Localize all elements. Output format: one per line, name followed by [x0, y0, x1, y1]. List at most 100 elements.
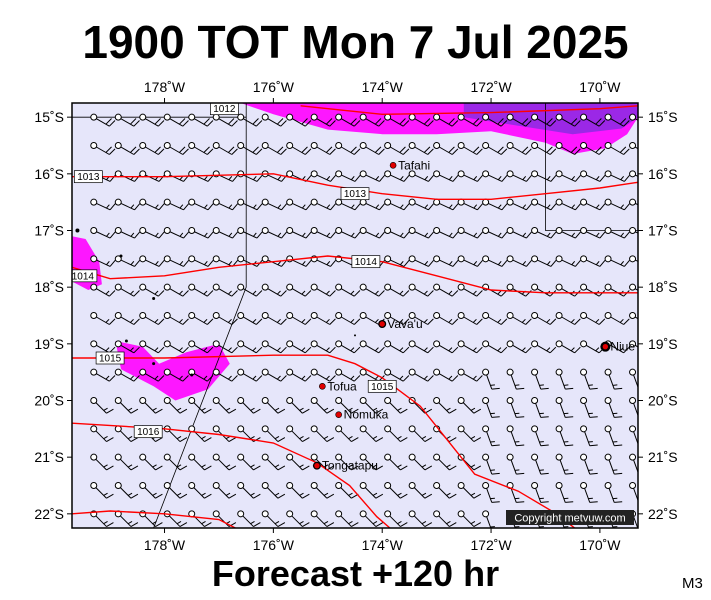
wind-barb: [359, 283, 385, 297]
island: [190, 373, 194, 377]
wind-barb: [506, 227, 532, 239]
svg-text:1014: 1014: [72, 271, 95, 282]
isobar-layer: 1012 1013 1013 1014 1014 1015 1015 1016: [72, 103, 638, 528]
wind-barb: [482, 397, 500, 418]
wind-barb: [384, 397, 408, 414]
svg-text:1015: 1015: [371, 382, 394, 393]
wind-barb: [506, 340, 532, 354]
wind-barb: [629, 482, 638, 502]
svg-text:Tongatapu: Tongatapu: [322, 459, 378, 473]
wind-barb: [433, 340, 459, 354]
wind-barb: [261, 283, 287, 297]
wind-barb: [408, 255, 434, 267]
svg-text:1015: 1015: [99, 354, 122, 365]
wind-barb: [408, 482, 433, 499]
wind-barb: [335, 510, 359, 527]
wind-barb: [139, 340, 165, 354]
wind-barb: [482, 227, 508, 239]
wind-barb: [384, 170, 410, 182]
wind-barb: [212, 113, 238, 127]
place-marker: Tongatapu: [313, 459, 378, 473]
isobar-line: [72, 422, 391, 528]
wind-barb: [580, 227, 606, 239]
wind-barb: [531, 113, 557, 127]
place-marker: Niue: [602, 340, 635, 354]
lon-tick-label-bottom: 176˚W: [253, 537, 295, 553]
wind-barb: [359, 113, 385, 127]
wind-barb: [555, 113, 581, 127]
wind-barb: [335, 425, 359, 442]
wind-barb: [457, 482, 482, 499]
wind-barb: [359, 368, 385, 382]
wind-barb: [457, 397, 482, 414]
wind-barb: [531, 312, 557, 325]
wind-barb: [482, 113, 508, 127]
wind-barb: [212, 340, 238, 354]
wind-barb: [261, 340, 287, 354]
wind-barb: [335, 142, 361, 155]
wind-barb: [188, 198, 214, 211]
wind-barb: [335, 283, 361, 297]
lat-tick-label-right: 16˚S: [648, 166, 678, 182]
wind-barb: [237, 227, 263, 239]
wind-barb: [90, 255, 116, 267]
wind-barb: [335, 198, 361, 211]
wind-barb: [261, 113, 287, 127]
wind-barb: [408, 425, 433, 442]
place-marker: Tafahi: [389, 158, 430, 172]
copyright-text: Copyright metvuw.com: [514, 513, 625, 525]
wind-barb: [433, 113, 459, 127]
lon-tick-label-top: 170˚W: [579, 79, 621, 95]
wind-barb: [114, 113, 140, 127]
lat-tick-label-left: 17˚S: [34, 223, 64, 239]
boundary-line: [153, 103, 247, 528]
wind-barb: [482, 340, 508, 354]
wind-barb: [506, 312, 532, 325]
wind-barb: [433, 283, 459, 297]
wind-barb: [506, 142, 532, 155]
wind-barb: [163, 198, 190, 211]
wind-barb: [114, 312, 140, 325]
wind-barb: [163, 340, 189, 354]
wind-barb: [310, 425, 335, 442]
lat-tick-label-left: 15˚S: [34, 109, 64, 125]
wind-barb: [212, 142, 238, 155]
place-labels: Tafahi Vava'u Niue Tofua Nomuka Tongatapu: [313, 158, 635, 473]
wind-barb: [482, 368, 500, 390]
wind-barb: [114, 227, 141, 239]
wind-barb: [359, 482, 384, 499]
wind-barb: [457, 113, 483, 127]
wind-barb: [408, 368, 434, 382]
wind-barb: [531, 397, 549, 418]
wind-barb: [531, 453, 549, 475]
wind-barb: [531, 255, 557, 267]
isobar-label: 1012: [210, 103, 239, 115]
wind-barb: [359, 142, 385, 155]
lat-tick-label-right: 20˚S: [648, 393, 678, 409]
isobar-line: [72, 173, 638, 201]
svg-text:1014: 1014: [355, 257, 378, 268]
wind-barb: [482, 453, 500, 475]
wind-barb: [531, 227, 557, 239]
wind-barb: [139, 312, 165, 325]
island: [119, 254, 123, 258]
wind-barb: [433, 170, 459, 182]
wind-barb: [286, 142, 312, 155]
wind-barb: [482, 482, 500, 503]
wind-barb: [408, 198, 434, 211]
wind-barb: [506, 368, 525, 390]
wind-barb: [335, 340, 361, 354]
wind-barb: [457, 227, 483, 239]
wind-barb: [408, 170, 434, 182]
wind-barb: [604, 255, 630, 267]
lon-tick-label-bottom: 172˚W: [470, 537, 512, 553]
wind-barb: [531, 198, 557, 211]
isobar-label: 1014: [351, 255, 381, 268]
wind-barb: [580, 368, 598, 390]
wind-barb: [433, 510, 457, 527]
wind-barb: [629, 170, 638, 178]
isobar-line: [72, 510, 237, 528]
wind-barb: [261, 227, 288, 239]
wind-barb: [310, 482, 335, 499]
